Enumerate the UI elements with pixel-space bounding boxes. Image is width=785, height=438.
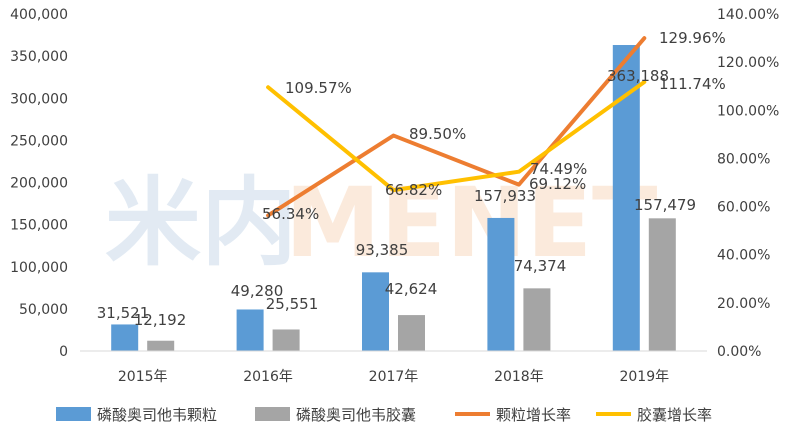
bar-data-label: 31,521 [97,304,150,322]
watermark-right: MENET [285,167,658,279]
y-right-tick-label: 100.00% [717,103,779,119]
y-left-tick-label: 400,000 [10,7,68,23]
legend-swatch [56,407,91,421]
bar [111,324,139,351]
y-right-tick-label: 0.00% [717,344,761,360]
bar-data-label: 363,188 [607,67,669,85]
x-tick-label: 2018年 [494,369,544,385]
line-data-label: 129.96% [659,29,726,47]
lines-layer [266,36,647,218]
y-right-tick-label: 60.00% [717,200,770,216]
y-left-tick-label: 150,000 [10,218,68,234]
line-data-label: 89.50% [409,125,466,143]
y-right-tick-label: 120.00% [717,55,779,71]
bars-layer [111,45,676,352]
y-right-tick-label: 40.00% [717,248,770,264]
legend-label: 磷酸奥司他韦胶囊 [296,406,416,424]
bar [236,309,264,351]
y-left-tick-label: 0 [59,344,68,360]
bar-data-label: 93,385 [356,241,409,259]
y-right-tick-label: 140.00% [717,7,779,23]
y-left-tick-label: 50,000 [19,302,68,318]
bar [272,329,300,351]
y-left-tick-label: 350,000 [10,49,68,65]
line-series [266,80,647,193]
axes-layer: 0 50,000 100,000 150,000 200,000 250,000 300,0… [10,7,779,385]
bar-data-label: 49,280 [231,282,284,300]
bar-data-label: 74,374 [514,257,567,275]
bar [523,288,551,351]
bar-data-label: 157,933 [474,187,536,205]
x-tick-label: 2019年 [619,369,669,385]
y-left-tick-label: 300,000 [10,91,68,107]
watermark-left: 米内 [105,167,297,279]
legend: 磷酸奥司他韦颗粒 磷酸奥司他韦胶囊 颗粒增长率 胶囊增长率 [56,406,712,424]
line-data-label: 109.57% [285,79,352,97]
x-tick-label: 2015年 [118,369,168,385]
y-left-tick-label: 250,000 [10,133,68,149]
line-data-label: 56.34% [262,205,319,223]
bar-data-label: 25,551 [266,295,319,313]
legend-label: 磷酸奥司他韦颗粒 [97,406,217,424]
labels-layer: 31,521 49,280 93,385 157,933 363,188 12,192 25… [97,29,726,329]
bar-data-label: 12,192 [134,311,187,329]
x-tick-label: 2016年 [243,369,293,385]
bar [487,217,515,351]
legend-label: 胶囊增长率 [637,406,712,424]
y-right-tick-label: 20.00% [717,296,770,312]
y-right-tick-label: 80.00% [717,151,770,167]
bar [147,340,175,351]
line-data-label: 69.12% [529,175,586,193]
bar [648,218,676,351]
legend-swatch [255,407,290,421]
watermark: 米内 MENET [105,167,658,279]
y-left-tick-label: 200,000 [10,176,68,192]
line-data-label: 111.74% [659,75,726,93]
bar [362,272,389,351]
x-tick-label: 2017年 [369,369,419,385]
bar [398,315,425,351]
line-data-label: 74.49% [530,160,587,178]
bar-data-label: 157,479 [634,196,696,214]
bar-data-label: 42,624 [385,280,438,298]
line-series [266,36,647,218]
legend-label: 颗粒增长率 [496,406,571,424]
y-left-tick-label: 100,000 [10,260,68,276]
line-data-label: 66.82% [385,181,442,199]
